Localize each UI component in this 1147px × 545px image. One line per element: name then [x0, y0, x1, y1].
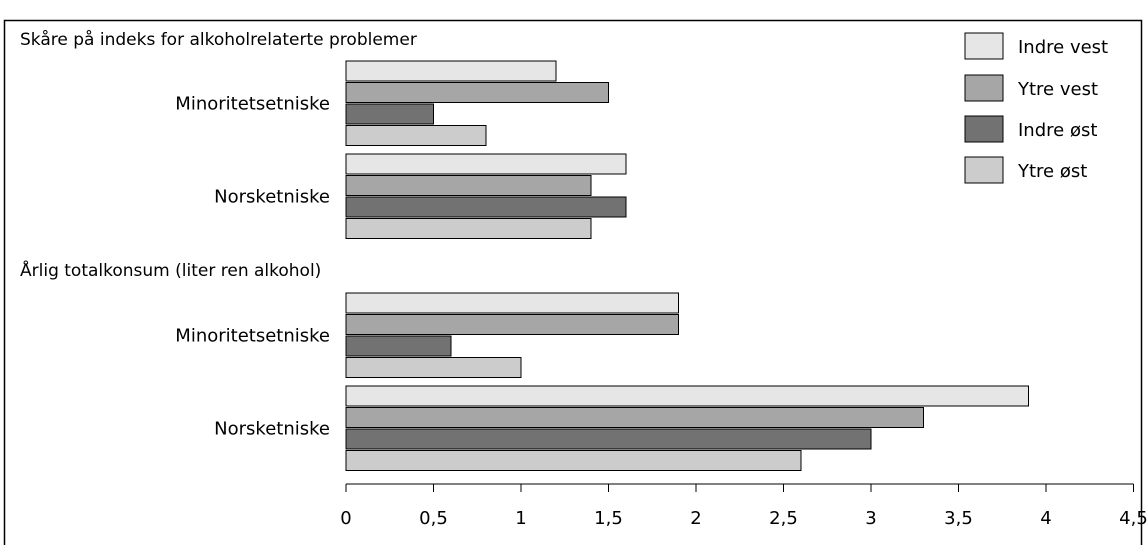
x-tick-label: 4,5 [1119, 508, 1147, 529]
x-tick-label: 1 [515, 508, 526, 529]
x-tick-label: 2,5 [769, 508, 798, 529]
x-tick-label: 3,5 [944, 508, 973, 529]
bar [345, 450, 802, 471]
bar [345, 60, 557, 82]
legend-swatch [964, 74, 1004, 102]
bar [345, 357, 522, 378]
x-tick-label: 0 [340, 508, 351, 529]
bar [345, 407, 924, 428]
bar [345, 385, 1029, 407]
x-axis: 0 0,5 1 1,5 2 2,5 3 3,5 4 4,5 [340, 483, 1147, 529]
bar [345, 314, 679, 335]
x-tick-label: 4 [1040, 508, 1051, 529]
bar [345, 335, 452, 357]
bar [345, 428, 872, 450]
legend-label: Ytre øst [1017, 161, 1087, 182]
x-tick-label: 1,5 [594, 508, 623, 529]
legend-swatch [964, 32, 1004, 60]
bar [345, 125, 487, 146]
bars-layer [345, 60, 1029, 471]
category-label: Minoritetsetniske [175, 93, 330, 114]
x-tick-label: 3 [865, 508, 876, 529]
category-label: Norsketniske [214, 186, 330, 207]
bar [345, 218, 592, 239]
bar [345, 196, 627, 218]
panel-label: Årlig totalkonsum (liter ren alkohol) [20, 259, 321, 281]
labels-layer: Skåre på indeks for alkoholrelaterte pro… [20, 29, 417, 439]
category-label: Minoritetsetniske [175, 325, 330, 346]
legend-swatch [964, 156, 1004, 184]
legend: Indre vest Ytre vest Indre øst Ytre øst [964, 32, 1108, 184]
legend-label: Ytre vest [1017, 79, 1098, 100]
bar [345, 175, 592, 196]
x-tick-label: 2 [690, 508, 701, 529]
chart-frame [3, 19, 1143, 545]
category-label: Norsketniske [214, 418, 330, 439]
bar [345, 153, 627, 175]
bar [345, 103, 434, 125]
legend-label: Indre vest [1018, 37, 1108, 58]
bar [345, 82, 609, 103]
legend-swatch [964, 115, 1004, 143]
x-tick-label: 0,5 [419, 508, 448, 529]
bar [345, 292, 679, 314]
legend-label: Indre øst [1018, 120, 1097, 141]
panel-label: Skåre på indeks for alkoholrelaterte pro… [20, 29, 417, 50]
